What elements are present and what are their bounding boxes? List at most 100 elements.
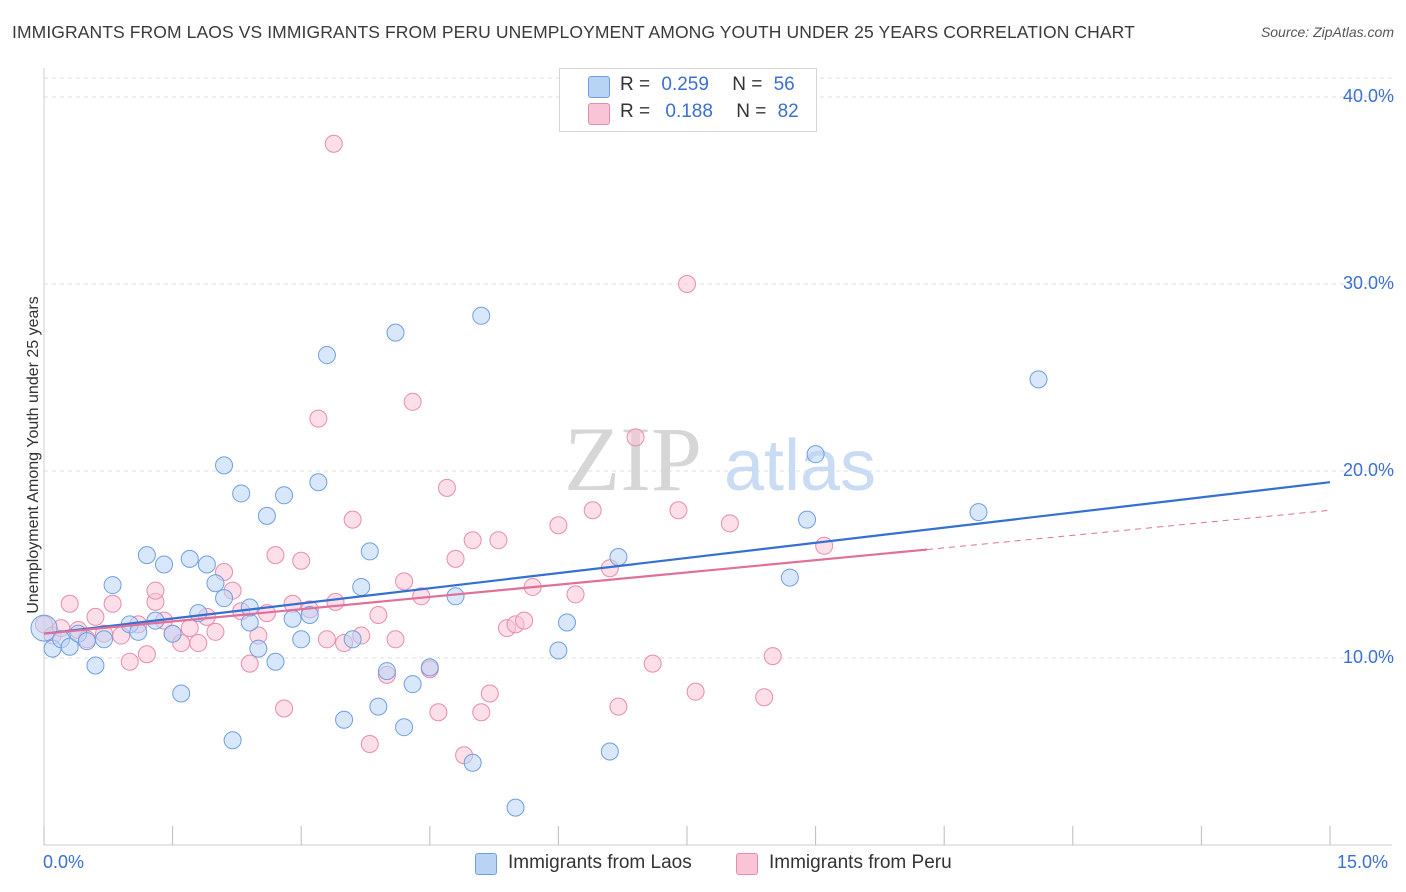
- laos-point: [360, 542, 379, 561]
- peru-point: [472, 703, 491, 722]
- x-tick-max-label: 15.0%: [1337, 852, 1389, 872]
- laos-point: [463, 753, 482, 772]
- peru-point: [275, 699, 294, 718]
- laos-point: [189, 604, 208, 623]
- peru-point: [386, 630, 405, 649]
- laos-point: [300, 605, 319, 624]
- laos-point: [215, 456, 234, 475]
- bottom-legend-swatch-laos: [475, 853, 497, 875]
- legend-laos-n-label: N =: [732, 74, 763, 95]
- peru-point: [395, 572, 414, 591]
- peru-point: [489, 531, 508, 550]
- legend-laos-n-value: 56: [773, 74, 795, 95]
- laos-point: [600, 742, 619, 761]
- laos-point: [549, 641, 568, 660]
- axes: [43, 68, 1392, 846]
- peru-point: [720, 514, 739, 533]
- peru-point: [583, 501, 602, 520]
- peru-point: [686, 682, 705, 701]
- laos-point: [352, 577, 371, 596]
- peru-point: [60, 594, 79, 613]
- laos-point: [275, 486, 294, 505]
- correlation-legend: R = 0.259 N = 56 R = 0.188 N = 82: [559, 68, 817, 132]
- watermark: ZIP atlas: [564, 408, 876, 510]
- watermark-atlas: atlas: [724, 426, 876, 506]
- laos-point: [155, 555, 174, 574]
- bottom-legend-label-laos: Immigrants from Laos: [508, 852, 692, 873]
- laos-point: [1029, 370, 1048, 389]
- peru-point: [317, 630, 336, 649]
- laos-point: [266, 652, 285, 671]
- grid-lines: [44, 77, 1392, 659]
- legend-peru-r-value: 0.188: [665, 101, 713, 122]
- peru-point: [815, 536, 834, 555]
- y-tick-label-10: 10.0%: [1342, 647, 1394, 667]
- laos-point: [343, 630, 362, 649]
- peru-point: [429, 703, 448, 722]
- y-tick-label-30: 30.0%: [1342, 273, 1394, 293]
- laos-point: [609, 548, 628, 567]
- peru-point: [669, 501, 688, 520]
- peru-point: [189, 634, 208, 653]
- peru-point: [369, 605, 388, 624]
- laos-point: [403, 675, 422, 694]
- trend-lines: [43, 481, 1331, 635]
- laos-point: [798, 510, 817, 529]
- laos-point: [309, 473, 328, 492]
- laos-point: [335, 710, 354, 729]
- peru-point: [763, 647, 782, 666]
- peru-point: [146, 581, 165, 600]
- legend-peru-n-value: 82: [777, 101, 799, 122]
- peru-point: [515, 611, 534, 630]
- laos-point: [395, 718, 414, 737]
- legend-text-laos: R = 0.259 N = 56: [620, 74, 795, 96]
- peru-point: [324, 134, 343, 153]
- peru-point: [206, 622, 225, 641]
- laos-point: [283, 609, 302, 628]
- y-axis-label: Unemployment Among Youth under 25 years: [25, 296, 42, 614]
- peru-trend-line: [43, 548, 928, 635]
- laos-point: [103, 576, 122, 595]
- legend-laos-r-label: R =: [620, 74, 651, 95]
- laos-points: [30, 306, 1048, 817]
- laos-point: [137, 546, 156, 565]
- peru-point: [240, 654, 259, 673]
- laos-point: [232, 484, 251, 503]
- peru-point: [403, 392, 422, 411]
- source-label: Source: ZipAtlas.com: [1260, 24, 1394, 40]
- laos-point: [420, 658, 439, 677]
- laos-point: [557, 613, 576, 632]
- laos-point: [446, 587, 465, 606]
- laos-point: [257, 506, 276, 525]
- laos-point: [369, 697, 388, 716]
- legend-peru-n-label: N =: [736, 101, 767, 122]
- peru-point: [309, 409, 328, 428]
- peru-point: [266, 546, 285, 565]
- peru-point: [326, 592, 345, 611]
- peru-point: [609, 697, 628, 716]
- laos-point: [249, 639, 268, 658]
- laos-point: [292, 630, 311, 649]
- laos-point: [386, 323, 405, 342]
- peru-point: [678, 275, 696, 293]
- peru-point: [360, 735, 379, 754]
- peru-point: [480, 684, 499, 703]
- legend-peru-r-label: R =: [620, 101, 651, 122]
- laos-point: [806, 445, 825, 464]
- x-tick-min-label: 0.0%: [43, 852, 85, 872]
- peru-point: [120, 652, 139, 671]
- peru-trend-extension: [927, 509, 1331, 551]
- laos-point: [317, 346, 336, 365]
- laos-point: [472, 306, 491, 325]
- laos-point: [780, 568, 799, 587]
- peru-point: [643, 654, 662, 673]
- peru-point: [549, 516, 568, 535]
- y-tick-label-40: 40.0%: [1342, 86, 1394, 106]
- laos-point: [95, 630, 114, 649]
- legend-swatch-peru: [588, 103, 610, 125]
- peru-point: [103, 594, 122, 613]
- legend-laos-r-value: 0.259: [661, 74, 709, 95]
- laos-point: [60, 637, 79, 656]
- legend-text-peru: R = 0.188 N = 82: [620, 101, 799, 123]
